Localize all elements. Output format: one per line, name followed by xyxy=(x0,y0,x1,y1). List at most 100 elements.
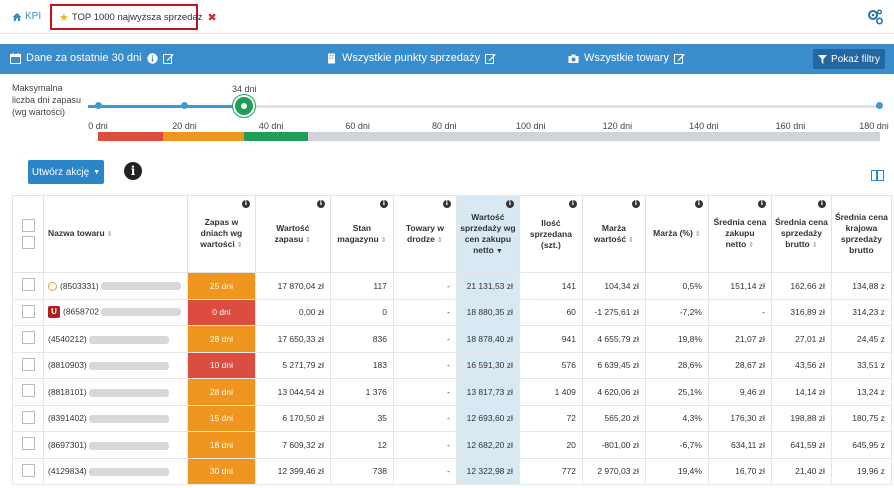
col-header-in-transit[interactable]: i Towary w drodze ⇕ xyxy=(392,195,457,273)
table-row[interactable]: (4540212) 28 dni 17 650,33 zł 836-18 878,40… xyxy=(12,325,892,353)
table-row[interactable]: (8818101) 28 dni 13 044,54 zł 1 376-13 817,… xyxy=(12,378,892,406)
slider-tick-label: 20 dni xyxy=(172,121,197,131)
period-filter[interactable]: Dane za ostatnie 30 dni xyxy=(10,52,174,64)
row-checkbox[interactable] xyxy=(21,357,35,371)
cell-product-name[interactable]: (4129834) xyxy=(43,457,188,485)
slider-tick-label: 120 dni xyxy=(602,121,633,131)
slider-handle[interactable] xyxy=(233,95,255,117)
cell-sales-value: 12 322,98 zł xyxy=(455,457,520,485)
cell-avg-national: 645,95 z xyxy=(830,431,892,459)
show-filters-button[interactable]: Pokaż filtry xyxy=(813,49,885,69)
table-row[interactable]: U (8658702 0 dni 0,00 zł 0-18 880,35 zł 60 -1 … xyxy=(12,298,892,326)
cell-stock: 183 xyxy=(329,351,394,379)
row-checkbox[interactable] xyxy=(21,278,35,292)
table-row[interactable]: (8810903) 10 dni 5 271,79 zł 183-16 591,30 … xyxy=(12,351,892,379)
cell-avg-purchase: 28,67 zł xyxy=(707,351,772,379)
cell-in-transit: - xyxy=(392,431,457,459)
select-page-checkbox[interactable] xyxy=(21,236,35,249)
redacted-name xyxy=(88,388,169,397)
table-row[interactable]: (8391402) 15 dni 6 170,50 zł 35-12 693,60 z… xyxy=(12,404,892,432)
cell-avg-purchase: 16,70 zł xyxy=(707,457,772,485)
cell-margin-pct: -6,7% xyxy=(644,431,709,459)
col-header-sales-value[interactable]: i Wartość sprzedaży wg cen zakupu netto ▼ xyxy=(455,195,520,273)
slider-fill xyxy=(88,105,244,108)
cell-in-transit: - xyxy=(392,298,457,326)
redacted-name xyxy=(88,335,169,344)
redacted-name xyxy=(100,308,181,317)
products-filter[interactable]: Wszystkie towary xyxy=(568,52,685,64)
col-header-margin-value[interactable]: i Marża wartość ⇕ xyxy=(581,195,646,273)
info-icon: i xyxy=(379,200,388,208)
table-row[interactable]: (8503331) 25 dni 17 870,04 zł 117-21 131,53… xyxy=(12,272,892,300)
table-row[interactable]: (8697301) 18 dni 7 609,32 zł 12-12 682,20 z… xyxy=(12,431,892,459)
info-icon[interactable]: i xyxy=(124,162,142,180)
row-checkbox[interactable] xyxy=(21,384,35,398)
cell-in-transit: - xyxy=(392,457,457,485)
edit-icon[interactable] xyxy=(162,53,174,64)
cell-margin-pct: 4,3% xyxy=(644,404,709,432)
cell-margin-pct: -7,2% xyxy=(644,298,709,326)
cell-stock-days: 0 dni xyxy=(186,298,256,326)
col-header-qty-sold[interactable]: i Ilość sprzedana (szt.) xyxy=(518,195,583,273)
row-checkbox[interactable] xyxy=(21,437,35,451)
cell-in-transit: - xyxy=(392,351,457,379)
sort-icon: ⇕ xyxy=(380,236,387,244)
cell-product-name[interactable]: (8818101) xyxy=(43,378,188,406)
cell-stock: 0 xyxy=(329,298,394,326)
tab-top-1000[interactable]: ★ TOP 1000 najwyższa sprzedaż ✖ xyxy=(50,4,217,30)
col-header-avg-national[interactable]: Średnia cena krajowa sprzedaży brutto xyxy=(830,195,892,273)
slider-track[interactable] xyxy=(88,105,880,108)
cell-product-name[interactable]: U (8658702 xyxy=(43,298,188,326)
cell-avg-sale: 43,56 zł xyxy=(770,351,832,379)
select-all-checkbox[interactable] xyxy=(21,219,35,232)
row-checkbox[interactable] xyxy=(21,463,35,477)
col-header-stock[interactable]: i Stan magazynu ⇕ xyxy=(329,195,394,273)
cell-stock-days: 28 dni xyxy=(186,325,256,353)
cell-stock-value: 13 044,54 zł xyxy=(254,378,331,406)
edit-icon[interactable] xyxy=(485,53,496,64)
create-action-button[interactable]: Utwórz akcję ▼ xyxy=(28,160,104,184)
cell-avg-national: 19,96 z xyxy=(830,457,892,485)
u-badge-icon: U xyxy=(48,306,60,319)
sort-icon: ⇕ xyxy=(628,236,634,244)
cell-avg-national: 134,88 z xyxy=(830,272,892,300)
row-checkbox[interactable] xyxy=(21,331,35,345)
cell-product-name[interactable]: (8391402) xyxy=(43,404,188,432)
col-header-stock-value[interactable]: i Wartość zapasu ⇕ xyxy=(254,195,331,273)
table-row[interactable]: (4129834) 30 dni 12 399,46 zł 738-12 322,98… xyxy=(12,457,892,485)
cell-in-transit: - xyxy=(392,325,457,353)
row-checkbox[interactable] xyxy=(21,304,35,318)
cell-margin-value: -1 275,61 zł xyxy=(581,298,646,326)
redacted-name xyxy=(88,415,169,423)
cell-avg-sale: 162,66 zł xyxy=(770,272,832,300)
col-header-stock-days[interactable]: i Zapas w dniach wg wartości ⇕ xyxy=(186,195,256,273)
close-icon[interactable]: ✖ xyxy=(207,11,217,24)
col-header-avg-purchase[interactable]: i Średnia cena zakupu netto ⇕ xyxy=(707,195,772,273)
edit-icon[interactable] xyxy=(673,53,685,64)
cell-product-name[interactable]: (8697301) xyxy=(43,431,188,459)
row-checkbox[interactable] xyxy=(21,410,35,424)
cell-product-name[interactable]: (8503331) xyxy=(43,272,188,300)
gears-icon[interactable] xyxy=(866,8,884,26)
points-filter[interactable]: Wszystkie punkty sprzedaży xyxy=(326,52,496,64)
col-header-margin-pct[interactable]: i Marża (%) ⇕ xyxy=(644,195,709,273)
breadcrumb-kpi-label: KPI xyxy=(25,11,42,22)
cell-qty-sold: 72 xyxy=(518,404,583,432)
filter-icon xyxy=(818,54,828,64)
slider-tick-label: 100 dni xyxy=(516,121,546,131)
select-all-cell xyxy=(12,195,44,273)
col-header-avg-sale[interactable]: i Średnia cena sprzedaży brutto ⇕ xyxy=(770,195,832,273)
cell-product-name[interactable]: (8810903) xyxy=(43,351,188,379)
filter-bar: Dane za ostatnie 30 dni Wszystkie punkty… xyxy=(0,44,894,74)
cell-avg-sale: 316,89 zł xyxy=(770,298,832,326)
cell-qty-sold: 20 xyxy=(518,431,583,459)
slider-tick-label: 0 dni xyxy=(88,121,108,131)
camera-icon xyxy=(568,54,579,63)
sort-icon: ⇕ xyxy=(811,242,818,249)
cell-margin-pct: 28,6% xyxy=(644,351,709,379)
cell-product-name[interactable]: (4540212) xyxy=(43,325,188,353)
breadcrumb-kpi[interactable]: KPI xyxy=(12,11,41,22)
col-header-name[interactable]: Nazwa towaru ⇕ xyxy=(43,195,188,273)
home-icon xyxy=(12,12,22,21)
columns-icon[interactable] xyxy=(871,170,884,181)
